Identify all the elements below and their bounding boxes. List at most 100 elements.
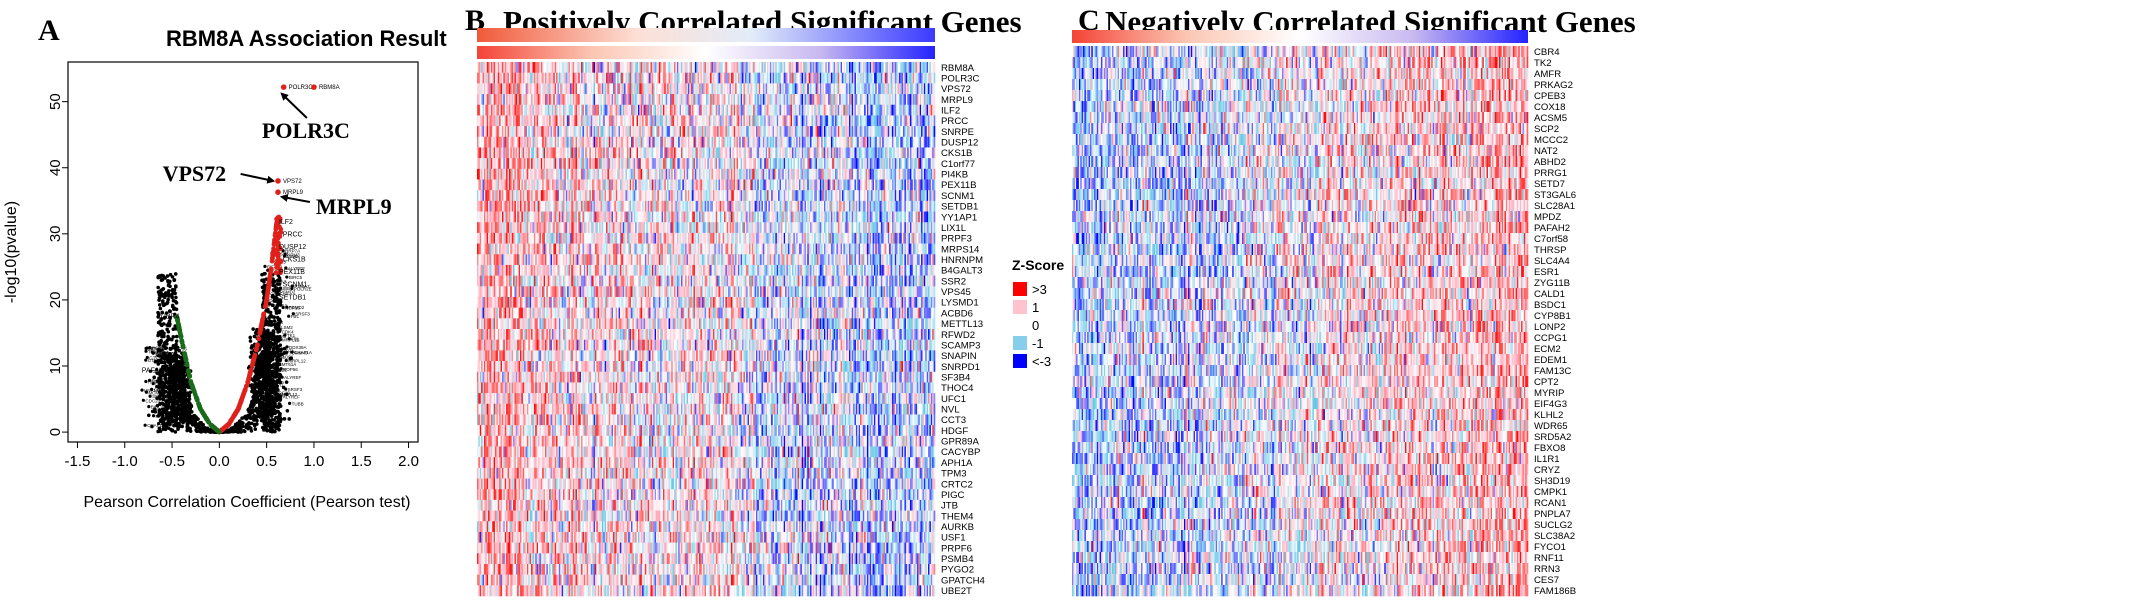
point-label: HNRNPA1 xyxy=(266,303,288,308)
data-point xyxy=(276,290,280,294)
point-label: NPM3 xyxy=(149,346,162,351)
heatmap-cell xyxy=(483,339,486,351)
heatmap-cell xyxy=(478,296,481,308)
heatmap-cell xyxy=(479,211,482,223)
data-point xyxy=(274,286,278,290)
heatmap-cell xyxy=(490,414,493,426)
data-point xyxy=(177,380,181,385)
point-label: BIRC5 xyxy=(289,275,303,280)
data-point xyxy=(160,310,165,315)
heatmap-cell xyxy=(490,222,493,234)
panel-a-letter: A xyxy=(38,14,60,48)
data-point xyxy=(200,425,204,430)
data-point xyxy=(167,319,172,324)
data-point xyxy=(276,351,280,355)
heatmap-cell xyxy=(486,521,489,533)
group-bar xyxy=(477,46,935,59)
heatmap-cell xyxy=(481,435,483,447)
heatmap-cell xyxy=(478,446,481,458)
heatmap-cell xyxy=(477,531,479,543)
data-point xyxy=(257,398,262,403)
heatmap-cell xyxy=(490,179,493,191)
heatmap-cell xyxy=(490,403,493,415)
negative-point xyxy=(179,340,185,345)
data-point xyxy=(281,249,285,253)
heatmap-cell xyxy=(479,104,482,116)
heatmap-cell xyxy=(490,446,493,458)
heatmap-cell xyxy=(489,126,492,138)
data-point xyxy=(281,305,285,310)
data-point xyxy=(163,346,168,351)
heatmap-cell xyxy=(477,126,479,138)
heatmap-cell xyxy=(488,457,490,469)
heatmap-cell xyxy=(481,307,483,319)
data-point xyxy=(171,335,176,339)
data-point xyxy=(253,415,258,419)
heatmap-cell xyxy=(479,553,482,565)
heatmap-cell xyxy=(486,531,489,543)
heatmap-cell xyxy=(485,264,488,276)
heatmap-cell xyxy=(486,414,489,426)
data-point xyxy=(258,360,262,365)
data-point xyxy=(254,373,258,378)
heatmap-cell xyxy=(477,190,479,202)
heatmap-cell xyxy=(478,382,481,394)
heatmap-cell xyxy=(478,200,481,212)
data-point xyxy=(287,337,291,341)
heatmap-cell xyxy=(490,542,493,554)
data-point xyxy=(160,407,165,412)
point-label: CDC20 xyxy=(159,367,174,372)
heatmap-cell xyxy=(490,158,493,170)
heatmap-cell xyxy=(483,574,486,586)
heatmap-cell xyxy=(490,329,493,340)
data-point xyxy=(277,301,281,306)
data-point xyxy=(278,329,282,333)
data-point xyxy=(147,378,152,382)
point-label: PSMD2 xyxy=(289,305,305,310)
heatmap-cell xyxy=(478,521,481,533)
positive-point xyxy=(264,296,270,302)
heatmap-cell xyxy=(479,307,482,319)
data-point xyxy=(275,395,280,400)
positive-point xyxy=(256,336,262,341)
heatmap-cell xyxy=(492,126,494,138)
heatmap-cell xyxy=(486,478,489,490)
data-point xyxy=(266,328,270,333)
heatmap-cell xyxy=(477,62,479,73)
heatmap-cell xyxy=(483,168,486,180)
heatmap-cell xyxy=(478,553,481,565)
x-tick-label: 1.5 xyxy=(351,453,372,470)
data-point xyxy=(267,418,271,422)
data-point xyxy=(168,412,173,417)
data-point xyxy=(173,430,178,434)
point-label: GTF3A xyxy=(152,369,167,374)
heatmap-cell xyxy=(489,553,492,565)
heatmap-cell xyxy=(489,222,492,234)
data-point xyxy=(165,367,169,371)
data-point xyxy=(276,392,280,396)
data-point xyxy=(156,362,161,366)
heatmap-cell xyxy=(489,275,492,287)
heatmap-cell xyxy=(479,318,482,330)
heatmap-cell xyxy=(489,264,492,276)
point-label: BIRC5 xyxy=(155,382,169,387)
positive-point xyxy=(274,220,280,226)
data-point xyxy=(150,424,154,429)
heatmap-cell xyxy=(486,457,489,469)
heatmap-cell xyxy=(478,307,481,319)
data-point xyxy=(273,322,277,327)
highlight-point xyxy=(311,84,317,90)
heatmap-cell xyxy=(488,425,490,437)
heatmap-cell xyxy=(490,168,493,180)
heatmap-cell xyxy=(488,350,490,362)
x-tick-label: -1.0 xyxy=(112,453,138,470)
heatmap-cell xyxy=(488,296,490,308)
data-point xyxy=(264,399,269,403)
heatmap-cell xyxy=(479,168,482,180)
data-point xyxy=(279,395,283,399)
heatmap-cell xyxy=(489,361,492,373)
data-point xyxy=(165,327,169,332)
data-point xyxy=(264,339,268,344)
positive-point xyxy=(260,316,266,322)
data-point xyxy=(185,383,189,388)
